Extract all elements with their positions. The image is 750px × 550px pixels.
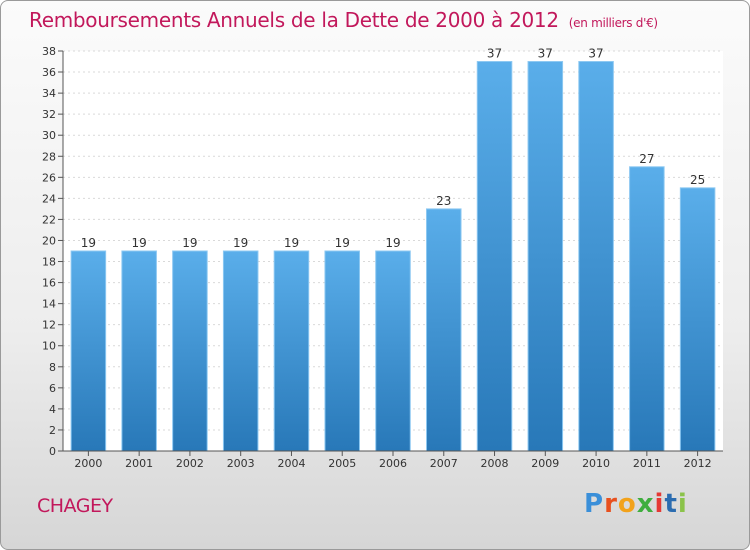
- logo-letter: P: [584, 489, 605, 519]
- bar-value-label: 37: [588, 47, 603, 61]
- bar: [578, 61, 614, 452]
- bar: [121, 250, 157, 452]
- x-tick-label: 2005: [328, 457, 356, 470]
- town-name: CHAGEY: [37, 495, 113, 517]
- x-tick-label: 2008: [481, 457, 509, 470]
- bar: [527, 61, 564, 452]
- y-tick-label: 2: [49, 424, 56, 437]
- x-tick-label: 2003: [227, 457, 255, 470]
- bar-value-label: 19: [182, 236, 197, 250]
- chart-title-text: Remboursements Annuels de la Dette de 20…: [29, 8, 559, 32]
- x-tick-label: 2006: [379, 457, 407, 470]
- y-tick-label: 16: [42, 277, 56, 290]
- y-tick-label: 30: [42, 129, 56, 142]
- y-tick-label: 28: [42, 150, 56, 163]
- logo-letter: x: [636, 489, 655, 519]
- y-tick-label: 38: [42, 45, 56, 58]
- bar-value-label: 27: [639, 152, 654, 166]
- bar-value-label: 19: [81, 236, 96, 250]
- logo-letter: r: [604, 489, 618, 519]
- bar: [375, 250, 411, 452]
- bars: [70, 61, 716, 452]
- bar: [222, 250, 259, 452]
- bar: [426, 208, 462, 452]
- bar-value-label: 19: [385, 236, 400, 250]
- bar-value-label: 19: [132, 236, 147, 250]
- y-tick-label: 12: [42, 319, 56, 332]
- y-tick-label: 4: [49, 403, 56, 416]
- x-tick-label: 2010: [582, 457, 610, 470]
- proxiti-logo: Proxiti: [584, 489, 688, 519]
- logo-letter: o: [617, 489, 637, 519]
- data-labels: 19 19 19 19 19 19 19 23 37 37 37 27 25: [81, 47, 706, 250]
- y-tick-label: 6: [49, 382, 56, 395]
- bar-value-label: 23: [436, 194, 451, 208]
- y-tick-label: 26: [42, 171, 56, 184]
- x-tick-label: 2011: [633, 457, 661, 470]
- y-tick-label: 18: [42, 256, 56, 269]
- chart-unit: (en milliers d'€): [568, 16, 658, 30]
- y-tick-label: 14: [42, 298, 56, 311]
- bar-value-label: 19: [284, 236, 299, 250]
- bar-value-label: 19: [335, 236, 350, 250]
- x-tick-label: 2004: [277, 457, 305, 470]
- y-tick-label: 32: [42, 108, 56, 121]
- bar: [273, 250, 310, 452]
- bar: [629, 166, 665, 452]
- logo-letter: i: [677, 489, 688, 519]
- x-tick-label: 2000: [74, 457, 102, 470]
- x-tick-label: 2012: [684, 457, 712, 470]
- bar: [476, 61, 513, 452]
- x-tick-label: 2007: [430, 457, 458, 470]
- bar: [172, 250, 208, 452]
- x-tick-label: 2002: [176, 457, 204, 470]
- y-tick-label: 10: [42, 340, 56, 353]
- y-tick-label: 22: [42, 213, 56, 226]
- bar-value-label: 37: [487, 47, 502, 61]
- x-tick-label: 2009: [531, 457, 559, 470]
- bar: [324, 250, 360, 452]
- x-tick-label: 2001: [125, 457, 153, 470]
- y-tick-label: 8: [49, 361, 56, 374]
- bar: [679, 187, 716, 452]
- logo-letter: t: [664, 489, 678, 519]
- y-tick-label: 34: [42, 87, 56, 100]
- bar: [70, 250, 107, 452]
- logo-letter: i: [654, 489, 665, 519]
- chart-title: Remboursements Annuels de la Dette de 20…: [29, 8, 658, 32]
- bar-value-label: 25: [690, 173, 705, 187]
- bar-value-label: 19: [233, 236, 248, 250]
- y-tick-label: 20: [42, 234, 56, 247]
- y-tick-label: 24: [42, 192, 56, 205]
- y-tick-label: 36: [42, 66, 56, 79]
- y-tick-label: 0: [49, 445, 56, 458]
- bar-value-label: 37: [538, 47, 553, 61]
